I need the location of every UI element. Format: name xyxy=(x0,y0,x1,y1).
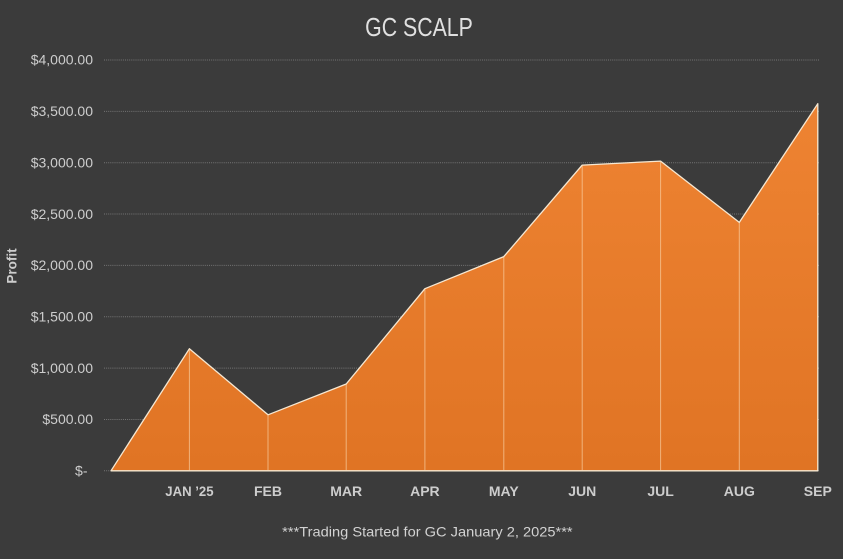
svg-text:$-: $- xyxy=(75,463,88,479)
svg-text:$4,000.00: $4,000.00 xyxy=(31,52,93,68)
svg-text:$3,500.00: $3,500.00 xyxy=(31,103,93,119)
svg-text:JUN: JUN xyxy=(568,483,596,499)
svg-text:FEB: FEB xyxy=(254,483,282,499)
svg-text:MAY: MAY xyxy=(489,483,519,499)
svg-text:APR: APR xyxy=(410,483,440,499)
svg-text:Profit: Profit xyxy=(5,248,20,284)
svg-text:$1,500.00: $1,500.00 xyxy=(31,308,93,324)
svg-text:***Trading Started for GC Janu: ***Trading Started for GC January 2, 202… xyxy=(282,523,573,539)
svg-text:AUG: AUG xyxy=(724,483,755,499)
svg-text:JUL: JUL xyxy=(647,483,674,499)
svg-text:$500.00: $500.00 xyxy=(42,411,93,427)
svg-text:MAR: MAR xyxy=(330,483,362,499)
svg-text:$3,000.00: $3,000.00 xyxy=(31,154,93,170)
svg-text:$1,000.00: $1,000.00 xyxy=(31,360,93,376)
svg-text:GC SCALP: GC SCALP xyxy=(365,14,473,42)
svg-text:JAN ’25: JAN ’25 xyxy=(165,483,214,499)
svg-text:$2,000.00: $2,000.00 xyxy=(31,257,93,273)
svg-text:$2,500.00: $2,500.00 xyxy=(31,206,93,222)
svg-text:SEP: SEP xyxy=(804,483,832,499)
